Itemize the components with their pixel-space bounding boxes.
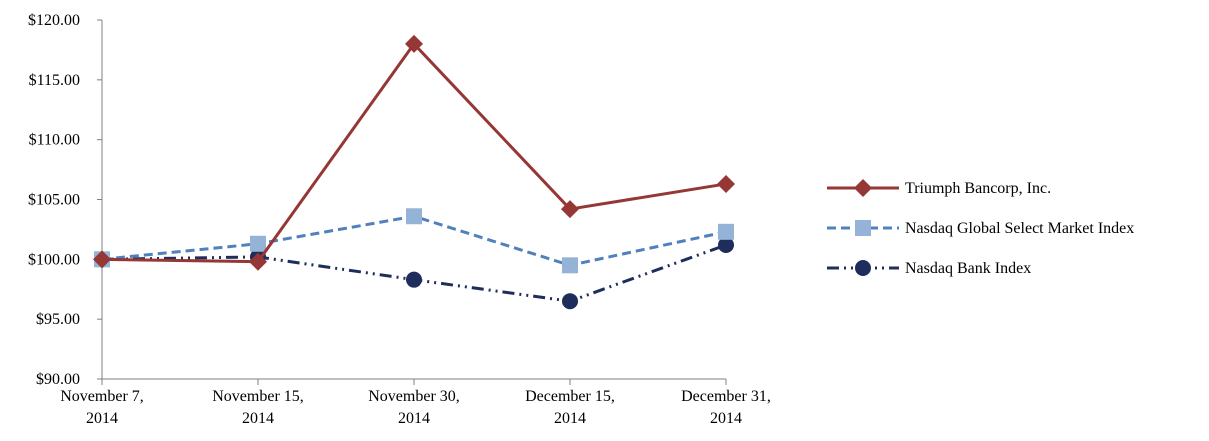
legend-item: Nasdaq Global Select Market Index [827, 220, 1134, 237]
data-point [250, 235, 266, 252]
legend-swatch-marker [855, 260, 871, 276]
x-tick-label: November 30, [368, 388, 460, 405]
y-tick-label: $110.00 [29, 132, 80, 149]
series-group [94, 208, 734, 274]
chart-axes: $90.00 $95.00 $100.00 $105.00 $110.00 $115.00… [28, 12, 771, 427]
y-tick-label: $105.00 [28, 192, 80, 209]
chart-legend: Triumph Bancorp, Inc. Nasdaq Global Selec… [827, 179, 1134, 277]
data-point [717, 174, 735, 193]
series-group [93, 34, 735, 271]
y-tick-label: $115.00 [29, 72, 80, 89]
x-tick-label: 2014 [242, 410, 274, 427]
legend-item: Nasdaq Bank Index [827, 260, 1031, 277]
y-tick-label: $90.00 [36, 371, 80, 388]
data-point [561, 200, 579, 219]
data-point [406, 208, 422, 225]
x-tick-label: December 31, [681, 388, 771, 405]
data-point [718, 236, 734, 253]
legend-item: Triumph Bancorp, Inc. [827, 179, 1051, 197]
data-point [562, 293, 578, 310]
data-point [406, 271, 422, 288]
legend-swatch-marker [854, 179, 872, 197]
legend-label: Nasdaq Global Select Market Index [905, 220, 1134, 237]
y-tick-label: $100.00 [28, 251, 80, 268]
data-point [405, 34, 423, 53]
x-tick-label: November 15, [212, 388, 304, 405]
x-tick-label: 2014 [710, 410, 742, 427]
x-tick-label: 2014 [554, 410, 586, 427]
series-group [94, 236, 734, 310]
series-line [101, 42, 727, 264]
data-point [562, 257, 578, 274]
legend-label: Nasdaq Bank Index [905, 260, 1031, 277]
x-tick-label: 2014 [398, 410, 430, 427]
y-tick-label: $120.00 [28, 12, 80, 29]
x-tick-label: December 15, [525, 388, 615, 405]
chart-series [93, 34, 735, 310]
x-tick-label: November 7, [60, 388, 144, 405]
legend-label: Triumph Bancorp, Inc. [905, 180, 1051, 197]
x-tick-label: 2014 [86, 410, 118, 427]
y-tick-label: $95.00 [36, 311, 80, 328]
legend-swatch-marker [855, 220, 871, 236]
data-point [93, 250, 111, 269]
data-point [249, 252, 267, 271]
data-point [718, 223, 734, 240]
